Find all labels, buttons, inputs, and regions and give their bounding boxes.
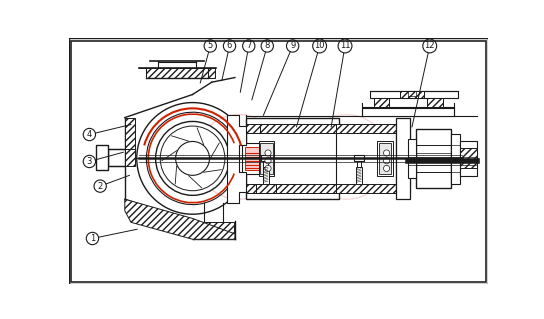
- Bar: [261, 143, 273, 174]
- Circle shape: [265, 150, 271, 156]
- Bar: [408, 139, 416, 178]
- Polygon shape: [428, 98, 443, 107]
- Bar: [336, 125, 397, 191]
- Text: 5: 5: [208, 41, 213, 50]
- Text: 4: 4: [86, 130, 92, 139]
- Text: 12: 12: [424, 41, 435, 50]
- Bar: [259, 141, 274, 176]
- Circle shape: [265, 165, 271, 172]
- Bar: [378, 141, 393, 176]
- Circle shape: [287, 40, 299, 52]
- Bar: [245, 147, 259, 170]
- Polygon shape: [125, 199, 235, 239]
- Circle shape: [224, 40, 236, 52]
- Circle shape: [338, 39, 352, 53]
- Text: 9: 9: [290, 41, 295, 50]
- Bar: [263, 167, 269, 184]
- Polygon shape: [139, 68, 215, 78]
- Polygon shape: [336, 124, 397, 133]
- Bar: [460, 141, 477, 176]
- Circle shape: [204, 40, 217, 52]
- Circle shape: [384, 150, 390, 156]
- Polygon shape: [125, 149, 135, 166]
- Circle shape: [423, 39, 437, 53]
- Bar: [246, 118, 339, 199]
- Polygon shape: [227, 115, 246, 203]
- Text: 2: 2: [97, 182, 103, 191]
- Bar: [450, 134, 460, 184]
- Polygon shape: [400, 92, 424, 98]
- Text: 水: 水: [265, 150, 274, 164]
- Polygon shape: [336, 184, 397, 193]
- Bar: [356, 161, 361, 167]
- Bar: [362, 108, 454, 116]
- Bar: [261, 154, 270, 161]
- Bar: [416, 129, 450, 188]
- Polygon shape: [96, 145, 108, 170]
- Bar: [354, 154, 363, 161]
- Bar: [108, 149, 125, 166]
- Polygon shape: [374, 98, 389, 107]
- Bar: [370, 92, 458, 98]
- Polygon shape: [259, 124, 336, 133]
- Circle shape: [261, 40, 274, 52]
- Bar: [396, 118, 410, 199]
- Polygon shape: [256, 184, 276, 193]
- Circle shape: [176, 141, 209, 175]
- Text: 6: 6: [227, 41, 232, 50]
- Bar: [396, 124, 410, 193]
- Circle shape: [243, 40, 255, 52]
- Bar: [356, 167, 362, 184]
- Circle shape: [384, 158, 390, 164]
- Polygon shape: [396, 124, 408, 193]
- Circle shape: [156, 122, 230, 195]
- Text: 石: 石: [319, 150, 327, 164]
- Bar: [428, 98, 443, 107]
- Polygon shape: [460, 148, 477, 168]
- Polygon shape: [193, 221, 234, 239]
- Text: 深: 深: [215, 150, 224, 164]
- Text: 8: 8: [264, 41, 270, 50]
- Bar: [263, 161, 268, 167]
- Polygon shape: [246, 124, 261, 133]
- Text: 10: 10: [314, 41, 325, 50]
- Circle shape: [265, 158, 271, 164]
- Bar: [379, 143, 391, 174]
- Circle shape: [83, 128, 96, 141]
- Bar: [96, 145, 108, 170]
- Bar: [374, 98, 389, 107]
- Polygon shape: [125, 118, 135, 149]
- Circle shape: [83, 155, 96, 168]
- Circle shape: [86, 232, 98, 245]
- Circle shape: [94, 180, 106, 192]
- Circle shape: [384, 165, 390, 172]
- Bar: [259, 125, 336, 191]
- Polygon shape: [246, 184, 261, 193]
- Text: 1: 1: [90, 234, 95, 243]
- Polygon shape: [227, 115, 246, 203]
- Circle shape: [313, 39, 326, 53]
- Polygon shape: [259, 184, 336, 193]
- Bar: [242, 143, 265, 174]
- Text: 11: 11: [340, 41, 350, 50]
- Text: 3: 3: [86, 157, 92, 166]
- Circle shape: [160, 126, 225, 191]
- Text: 7: 7: [246, 41, 251, 50]
